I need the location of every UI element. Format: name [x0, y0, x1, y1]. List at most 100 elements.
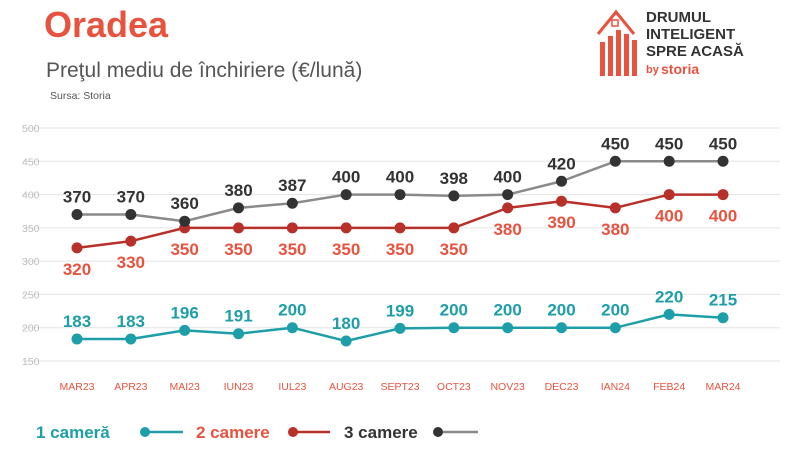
legend-label-3-camere: 3 camere — [344, 423, 418, 442]
storia-logo: DRUMUL INTELIGENT SPRE ACASĂ by storia — [596, 9, 744, 77]
label-1-camer--sept23: 199 — [386, 301, 414, 320]
label-2-camere-mai23: 350 — [170, 240, 198, 259]
y-tick-450: 450 — [22, 156, 40, 168]
point-3-camere-mai23 — [179, 215, 191, 227]
label-1-camer--aug23: 180 — [332, 314, 360, 333]
point-3-camere-feb24 — [663, 155, 675, 167]
x-tick-nov23: NOV23 — [490, 381, 525, 393]
logo-line-1: DRUMUL — [646, 9, 711, 26]
point-1-camer--aug23 — [340, 335, 352, 347]
label-2-camere-ian24: 380 — [601, 220, 629, 239]
logo-by: by — [646, 64, 660, 76]
chart-subtitle: Preţul mediu de închiriere (€/lună) — [46, 59, 362, 82]
page-title: Oradea — [44, 4, 169, 45]
label-1-camer--feb24: 220 — [655, 287, 683, 306]
x-tick-mai23: MAI23 — [169, 381, 200, 393]
legend-label-1-camera: 1 cameră — [36, 423, 110, 442]
x-tick-mar23: MAR23 — [59, 381, 94, 393]
point-3-camere-aug23 — [340, 189, 352, 201]
point-3-camere-dec23 — [556, 175, 567, 187]
label-2-camere-sept23: 350 — [386, 240, 414, 259]
point-3-camere-nov23 — [502, 189, 514, 201]
point-3-camere-mar23 — [71, 209, 83, 221]
label-3-camere-aug23: 400 — [332, 168, 360, 187]
x-tick-apr23: APR23 — [114, 381, 147, 393]
logo-line-2: INTELIGENT — [646, 26, 735, 43]
point-2-camere-feb24 — [663, 189, 675, 201]
point-1-camer--mar23 — [71, 333, 83, 345]
label-2-camere-nov23: 380 — [493, 220, 521, 239]
label-3-camere-ian24: 450 — [601, 134, 629, 153]
label-2-camere-aug23: 350 — [332, 240, 360, 259]
logo-brand: storia — [661, 61, 699, 77]
label-3-camere-oct23: 398 — [440, 169, 468, 188]
label-1-camer--mar23: 183 — [63, 312, 91, 331]
point-1-camer--oct23 — [448, 322, 460, 334]
point-1-camer--sept23 — [394, 322, 406, 334]
data-labels: 183 183 196 191 200 180 199 200 200 200 200 220 215 3… — [63, 134, 737, 333]
point-1-camer--nov23 — [502, 322, 514, 334]
point-2-camere-iul23 — [286, 222, 298, 234]
point-1-camer--iul23 — [286, 322, 298, 334]
label-1-camer--apr23: 183 — [117, 312, 145, 331]
y-tick-350: 350 — [22, 223, 40, 235]
x-tick-iun23: IUN23 — [224, 381, 254, 393]
x-tick-dec23: DEC23 — [545, 381, 579, 393]
label-3-camere-feb24: 450 — [655, 134, 683, 153]
label-3-camere-mar23: 370 — [63, 188, 91, 207]
y-tick-250: 250 — [22, 289, 40, 301]
point-1-camer--mai23 — [179, 324, 191, 336]
label-1-camer--iul23: 200 — [278, 301, 306, 320]
point-1-camer--dec23 — [556, 322, 567, 334]
point-2-camere-iun23 — [233, 222, 244, 234]
point-1-camer--mar24 — [717, 312, 729, 324]
x-tick-ian24: IAN24 — [601, 381, 630, 393]
house-icon — [596, 9, 637, 76]
y-tick-150: 150 — [22, 356, 40, 368]
series-3-camere — [71, 155, 729, 227]
legend-item-1-camera: 1 cameră — [36, 423, 183, 442]
series-lines — [71, 155, 729, 347]
y-tick-300: 300 — [22, 256, 40, 268]
point-1-camer--feb24 — [663, 308, 675, 320]
label-3-camere-apr23: 370 — [117, 188, 145, 207]
label-1-camer--oct23: 200 — [440, 301, 468, 320]
logo-line-3: SPRE ACASĂ — [646, 43, 744, 60]
point-2-camere-dec23 — [556, 195, 567, 207]
y-tick-400: 400 — [22, 190, 40, 202]
legend-item-2-camere: 2 camere — [196, 423, 330, 442]
label-2-camere-mar23: 320 — [63, 260, 91, 279]
x-tick-feb24: FEB24 — [653, 381, 685, 393]
label-2-camere-dec23: 390 — [547, 213, 575, 232]
series-2-camere — [71, 189, 729, 254]
label-3-camere-iul23: 387 — [278, 176, 306, 195]
point-2-camere-apr23 — [125, 235, 137, 247]
label-3-camere-mai23: 360 — [170, 194, 198, 213]
legend-marker-3-camere — [433, 427, 443, 437]
point-3-camere-ian24 — [609, 155, 621, 167]
label-1-camer--dec23: 200 — [547, 301, 575, 320]
point-1-camer--iun23 — [233, 328, 244, 340]
label-3-camere-sept23: 400 — [386, 168, 414, 187]
label-2-camere-iun23: 350 — [224, 240, 252, 259]
point-3-camere-iun23 — [233, 202, 244, 214]
label-1-camer--nov23: 200 — [493, 301, 521, 320]
label-1-camer--iun23: 191 — [224, 307, 252, 326]
label-1-camer--ian24: 200 — [601, 301, 629, 320]
label-2-camere-mar24: 400 — [709, 207, 737, 226]
x-tick-oct23: OCT23 — [437, 381, 471, 393]
point-3-camere-mar24 — [717, 155, 729, 167]
legend-marker-1-camera — [140, 427, 150, 437]
label-2-camere-iul23: 350 — [278, 240, 306, 259]
x-tick-sept23: SEPT23 — [380, 381, 419, 393]
x-axis-ticks: MAR23 APR23 MAI23 IUN23 IUL23 AUG23 SEPT23 OCT2… — [59, 381, 740, 393]
point-1-camer--apr23 — [125, 333, 137, 345]
label-2-camere-oct23: 350 — [440, 240, 468, 259]
label-1-camer--mai23: 196 — [170, 303, 198, 322]
label-3-camere-dec23: 420 — [547, 154, 575, 173]
x-tick-mar24: MAR24 — [705, 381, 740, 393]
legend-label-2-camere: 2 camere — [196, 423, 270, 442]
label-3-camere-mar24: 450 — [709, 134, 737, 153]
point-3-camere-iul23 — [286, 197, 298, 209]
